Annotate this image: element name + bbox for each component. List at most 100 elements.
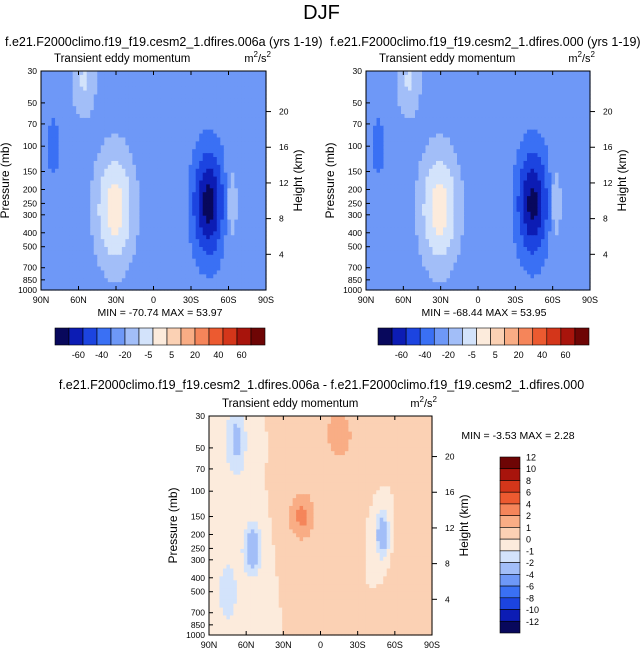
heatmap-cell bbox=[383, 82, 388, 88]
heatmap-cell bbox=[376, 149, 381, 154]
heatmap-cell bbox=[534, 114, 539, 119]
heatmap-cell bbox=[436, 141, 441, 146]
heatmap-cell bbox=[380, 82, 385, 88]
heatmap-cell bbox=[251, 168, 257, 174]
heatmap-cell bbox=[460, 110, 465, 115]
heatmap-cell bbox=[495, 94, 500, 99]
heatmap-cell bbox=[167, 203, 172, 209]
heatmap-cell bbox=[251, 117, 257, 123]
heatmap-cell bbox=[404, 145, 409, 150]
heatmap-cell bbox=[251, 239, 257, 244]
heatmap-cell bbox=[569, 86, 574, 92]
heatmap-cell bbox=[537, 125, 542, 131]
heatmap-cell bbox=[262, 78, 267, 84]
heatmap-cell bbox=[86, 196, 91, 201]
heatmap-cell bbox=[516, 117, 521, 123]
heatmap-cell bbox=[93, 125, 98, 131]
heatmap-cell bbox=[227, 86, 232, 92]
heatmap-cell bbox=[209, 203, 214, 209]
heatmap-cell bbox=[100, 215, 105, 221]
heatmap-cell bbox=[125, 71, 130, 76]
heatmap-cell bbox=[44, 286, 49, 291]
heatmap-cell bbox=[72, 117, 77, 123]
heatmap-cell bbox=[83, 82, 88, 88]
heatmap-cell bbox=[149, 184, 155, 189]
heatmap-cell bbox=[244, 176, 250, 182]
figure-title: DJF bbox=[303, 2, 340, 24]
heatmap-cell bbox=[142, 106, 148, 111]
heatmap-cell bbox=[132, 137, 137, 142]
heatmap-cell bbox=[97, 203, 102, 209]
heatmap-cell bbox=[380, 106, 385, 111]
heatmap-cell bbox=[485, 121, 490, 127]
heatmap-cell bbox=[380, 78, 385, 84]
heatmap-cell bbox=[62, 117, 67, 123]
heatmap-cell bbox=[79, 74, 84, 80]
heatmap-cell bbox=[167, 153, 172, 158]
heatmap-cell bbox=[48, 160, 53, 166]
heatmap-cell bbox=[128, 180, 134, 186]
heatmap-cell bbox=[237, 286, 242, 291]
heatmap-cell bbox=[55, 125, 60, 131]
heatmap-cell bbox=[167, 196, 172, 201]
heatmap-cell bbox=[397, 86, 402, 92]
heatmap-cell bbox=[195, 188, 200, 193]
heatmap-cell bbox=[220, 180, 225, 186]
colorbar-swatch bbox=[124, 327, 140, 346]
heatmap-cell bbox=[72, 239, 77, 244]
heatmap-cell bbox=[569, 114, 574, 119]
heatmap-cell bbox=[135, 98, 141, 103]
heatmap-cell bbox=[258, 270, 264, 275]
heatmap-cell bbox=[387, 149, 392, 154]
heatmap-cell bbox=[425, 90, 430, 96]
heatmap-cell bbox=[128, 160, 134, 166]
heatmap-cell bbox=[209, 254, 214, 260]
heatmap-cell bbox=[139, 74, 144, 80]
heatmap-cell bbox=[227, 145, 232, 150]
heatmap-cell bbox=[160, 223, 165, 229]
heatmap-cell bbox=[369, 114, 374, 119]
heatmap-cell bbox=[530, 114, 535, 119]
heatmap-cell bbox=[157, 243, 162, 248]
heatmap-cell bbox=[79, 207, 84, 213]
heatmap-cell bbox=[178, 149, 183, 154]
heatmap-cell bbox=[69, 110, 74, 115]
heatmap-cell bbox=[206, 180, 211, 186]
heatmap-cell bbox=[237, 74, 242, 80]
heatmap-cell bbox=[118, 211, 123, 217]
heatmap-cell bbox=[474, 78, 479, 84]
heatmap-cell bbox=[230, 243, 235, 248]
heatmap-cell bbox=[114, 235, 119, 240]
heatmap-cell bbox=[418, 110, 423, 115]
heatmap-cell bbox=[262, 114, 267, 119]
heatmap-cell bbox=[241, 102, 246, 107]
heatmap-cell bbox=[181, 137, 186, 142]
heatmap-cell bbox=[171, 102, 176, 107]
heatmap-cell bbox=[139, 239, 144, 244]
heatmap-cell bbox=[192, 192, 197, 197]
heatmap-cell bbox=[167, 145, 172, 150]
heatmap-cell bbox=[51, 86, 56, 92]
heatmap-cell bbox=[422, 125, 427, 131]
heatmap-cell bbox=[460, 106, 465, 111]
heatmap-cell bbox=[139, 235, 144, 240]
heatmap-cell bbox=[149, 94, 155, 99]
heatmap-cell bbox=[69, 254, 74, 260]
heatmap-cell bbox=[202, 180, 207, 186]
heatmap-cell bbox=[83, 270, 88, 275]
heatmap-cell bbox=[83, 172, 88, 178]
heatmap-cell bbox=[227, 203, 232, 209]
heatmap-cell bbox=[234, 215, 239, 221]
heatmap-cell bbox=[471, 94, 476, 99]
heatmap-cell bbox=[121, 286, 126, 291]
heatmap-cell bbox=[248, 125, 253, 131]
colorbar-swatch bbox=[180, 327, 196, 346]
heatmap-cell bbox=[369, 82, 374, 88]
heatmap-cell bbox=[90, 157, 95, 162]
heatmap-cell bbox=[213, 274, 218, 279]
heatmap-cell bbox=[387, 82, 392, 88]
heatmap-cell bbox=[390, 137, 395, 142]
heatmap-cell bbox=[223, 168, 228, 174]
heatmap-cell bbox=[244, 207, 250, 213]
heatmap-cell bbox=[383, 129, 388, 135]
